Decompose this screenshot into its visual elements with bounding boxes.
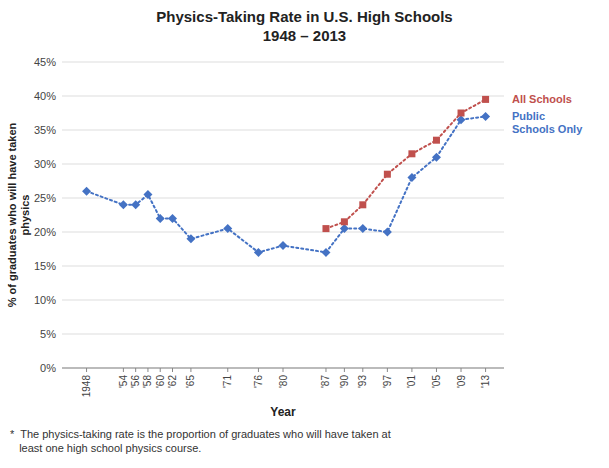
marks <box>82 96 490 257</box>
x-tick-label: '65 <box>185 375 196 388</box>
point <box>358 224 367 233</box>
point <box>340 224 349 233</box>
x-tick <box>147 368 148 372</box>
x-tick <box>387 368 388 372</box>
x-tick <box>485 368 486 372</box>
footnote: * The physics-taking rate is the proport… <box>10 428 391 454</box>
x-tick <box>190 368 191 372</box>
x-tick-label: '62 <box>167 375 178 388</box>
x-tick-label: '13 <box>480 375 491 388</box>
point <box>223 224 232 233</box>
grid-line <box>62 130 504 131</box>
point <box>82 187 91 196</box>
x-tick-label: '54 <box>118 375 129 388</box>
x-tick-label: '58 <box>142 375 153 388</box>
x-tick <box>123 368 124 372</box>
grid-line <box>62 266 504 267</box>
point <box>156 214 165 223</box>
y-tick-label: 25% <box>34 192 56 204</box>
x-tick-label: '93 <box>357 375 368 388</box>
x-tick-label: '76 <box>253 375 264 388</box>
series-line <box>326 99 486 228</box>
y-tick-label: 15% <box>34 260 56 272</box>
point <box>383 228 392 237</box>
point <box>408 150 415 157</box>
point <box>131 200 140 209</box>
x-tick-label: '56 <box>130 375 141 388</box>
x-tick <box>436 368 437 372</box>
x-tick <box>344 368 345 372</box>
x-tick <box>172 368 173 372</box>
point <box>407 173 416 182</box>
point <box>433 137 440 144</box>
point <box>359 201 366 208</box>
point <box>481 112 490 121</box>
y-tick-label: 10% <box>34 294 56 306</box>
x-axis-label: Year <box>270 405 296 419</box>
point <box>186 234 195 243</box>
x-tick <box>227 368 228 372</box>
x-tick <box>283 368 284 372</box>
legend-entry: PublicSchools Only <box>512 110 583 135</box>
grid-line <box>62 334 504 335</box>
grid-line <box>62 300 504 301</box>
x-tick-label: 1948 <box>81 375 92 398</box>
x-tick-label: '60 <box>155 375 166 388</box>
subtitle: 1948 – 2013 <box>263 27 346 44</box>
y-tick-label: 30% <box>34 158 56 170</box>
y-axis-label: % of graduates who will have takenphysic… <box>6 122 31 307</box>
title: Physics-Taking Rate in U.S. High Schools <box>156 8 452 25</box>
x-tick-label: '87 <box>320 375 331 388</box>
point <box>482 96 489 103</box>
grid-line <box>62 96 504 97</box>
grid-line <box>62 198 504 199</box>
point <box>168 214 177 223</box>
x-tick <box>461 368 462 372</box>
y-tick-label: 35% <box>34 124 56 136</box>
point <box>254 248 263 257</box>
x-tick-label: '05 <box>431 375 442 388</box>
y-tick-label: 20% <box>34 226 56 238</box>
point <box>321 248 330 257</box>
x-tick <box>160 368 161 372</box>
x-tick <box>258 368 259 372</box>
chart: Physics-Taking Rate in U.S. High Schools… <box>0 0 609 468</box>
grid-line <box>62 164 504 165</box>
point <box>384 171 391 178</box>
grid-line <box>62 62 504 63</box>
x-tick <box>325 368 326 372</box>
point <box>119 200 128 209</box>
x-tick <box>135 368 136 372</box>
x-tick-label: '80 <box>278 375 289 388</box>
x-tick-label: '71 <box>222 375 233 388</box>
y-tick-label: 0% <box>40 362 56 374</box>
x-tick-label: '01 <box>406 375 417 388</box>
point <box>143 190 152 199</box>
series-line <box>87 116 486 252</box>
x-tick-label: '09 <box>456 375 467 388</box>
x-tick-label: '90 <box>339 375 350 388</box>
point <box>279 241 288 250</box>
legend-entry: All Schools <box>512 93 572 105</box>
x-tick <box>86 368 87 372</box>
point <box>458 110 465 117</box>
x-tick-label: '97 <box>382 375 393 388</box>
y-tick-label: 40% <box>34 90 56 102</box>
x-tick <box>362 368 363 372</box>
y-tick-label: 5% <box>40 328 56 340</box>
axes: 0% 5% 10% 15% 20% 25% 30% 35% 40% 45% 1948 '54'56'5… <box>34 56 504 397</box>
point <box>341 218 348 225</box>
point <box>432 153 441 162</box>
point <box>322 225 329 232</box>
x-tick <box>411 368 412 372</box>
y-tick-label: 45% <box>34 56 56 68</box>
grid-line <box>62 232 504 233</box>
